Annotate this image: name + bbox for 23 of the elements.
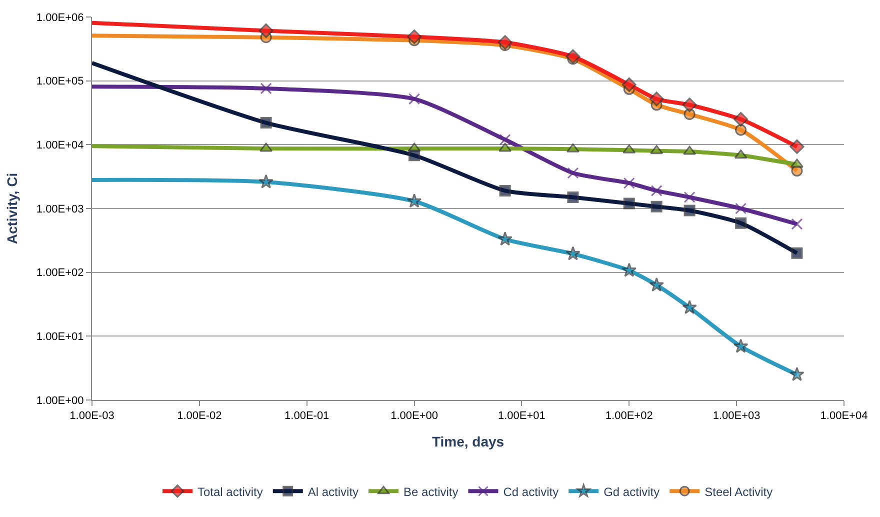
y-tick-label: 1.00E+06 (36, 12, 84, 24)
y-tick-label: 1.00E+02 (36, 267, 84, 280)
legend-label: Steel Activity (704, 484, 773, 499)
y-tick-label: 1.00E+00 (36, 394, 84, 407)
x-tick-label: 1.00E+04 (820, 410, 868, 422)
x-axis-title: Time, days (432, 434, 504, 450)
x-tick-label: 1.00E+01 (498, 410, 546, 422)
x-tick-label: 1.00E+03 (712, 410, 760, 422)
x-tick-label: 1.00E+00 (390, 410, 438, 422)
y-axis-title: Activity, Ci (4, 172, 20, 244)
x-tick-label: 1.00E-02 (177, 410, 222, 422)
legend-label: Cd activity (503, 484, 559, 499)
legend-label: Gd activity (604, 484, 660, 499)
legend-label: Be activity (404, 484, 458, 499)
y-tick-label: 1.00E+05 (36, 76, 84, 88)
x-tick-label: 1.00E+02 (605, 410, 653, 422)
x-tick-label: 1.00E-01 (284, 410, 330, 422)
legend-label: Al activity (308, 484, 359, 499)
y-tick-label: 1.00E+04 (36, 140, 84, 152)
y-tick-label: 1.00E+01 (36, 331, 84, 344)
legend-label: Total activity (198, 484, 263, 499)
y-tick-label: 1.00E+03 (36, 203, 84, 216)
x-tick-label: 1.00E-03 (70, 410, 114, 422)
